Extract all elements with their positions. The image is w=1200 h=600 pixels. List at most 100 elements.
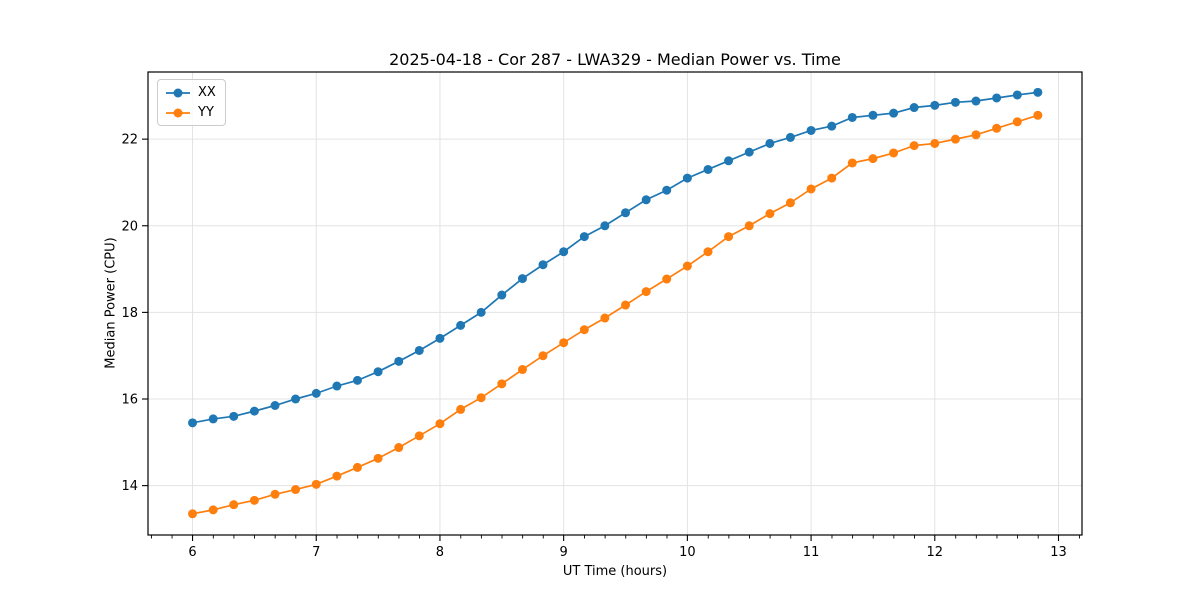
data-point-yy bbox=[414, 431, 424, 441]
legend-line-marker-xx-icon bbox=[166, 88, 190, 97]
legend-line-marker-yy-icon bbox=[166, 108, 190, 117]
data-point-yy bbox=[785, 198, 795, 208]
legend-label-xx: XX bbox=[198, 85, 216, 100]
data-point-xx bbox=[765, 138, 775, 148]
data-point-xx bbox=[827, 121, 837, 131]
data-point-yy bbox=[352, 462, 362, 472]
svg-text:12: 12 bbox=[927, 545, 944, 560]
data-point-yy bbox=[950, 134, 960, 144]
data-point-yy bbox=[682, 261, 692, 271]
data-point-xx bbox=[889, 108, 899, 118]
data-point-xx bbox=[724, 156, 734, 166]
data-point-yy bbox=[971, 130, 981, 140]
data-point-yy bbox=[476, 393, 486, 403]
axis-ticks bbox=[142, 138, 1080, 541]
data-point-xx bbox=[538, 260, 548, 270]
data-point-xx bbox=[1012, 90, 1022, 100]
svg-text:11: 11 bbox=[803, 545, 820, 560]
data-point-yy bbox=[621, 300, 631, 310]
data-point-xx bbox=[868, 110, 878, 120]
legend-item-yy: YY bbox=[165, 104, 216, 121]
data-point-xx bbox=[971, 96, 981, 106]
data-point-xx bbox=[682, 173, 692, 183]
data-point-yy bbox=[930, 138, 940, 148]
data-point-yy bbox=[579, 325, 589, 335]
data-point-xx bbox=[1033, 87, 1043, 97]
data-point-yy bbox=[765, 209, 775, 219]
data-point-yy bbox=[992, 123, 1002, 133]
svg-text:7: 7 bbox=[312, 545, 320, 560]
data-point-yy bbox=[332, 471, 342, 481]
x-axis-label: UT Time (hours) bbox=[562, 564, 668, 579]
data-point-xx bbox=[352, 375, 362, 385]
data-point-yy bbox=[909, 141, 919, 151]
data-series bbox=[188, 87, 1043, 519]
series-yy bbox=[188, 110, 1043, 519]
data-point-xx bbox=[249, 406, 259, 416]
data-point-xx bbox=[497, 290, 507, 300]
data-point-xx bbox=[435, 333, 445, 343]
data-point-xx bbox=[662, 185, 672, 195]
data-point-xx bbox=[785, 132, 795, 142]
data-point-yy bbox=[889, 148, 899, 158]
data-point-xx bbox=[909, 103, 919, 113]
data-point-yy bbox=[724, 232, 734, 242]
data-point-yy bbox=[600, 313, 610, 323]
data-point-xx bbox=[992, 93, 1002, 103]
svg-text:18: 18 bbox=[121, 306, 138, 321]
series-xx bbox=[188, 87, 1043, 428]
svg-text:13: 13 bbox=[1050, 545, 1067, 560]
chart-title: 2025-04-18 - Cor 287 - LWA329 - Median P… bbox=[389, 50, 841, 69]
svg-text:9: 9 bbox=[560, 545, 568, 560]
data-point-xx bbox=[332, 381, 342, 391]
data-point-yy bbox=[827, 173, 837, 183]
data-point-xx bbox=[311, 388, 321, 398]
data-point-xx bbox=[229, 411, 239, 421]
data-point-yy bbox=[538, 351, 548, 361]
data-point-xx bbox=[559, 247, 569, 257]
data-point-xx bbox=[188, 418, 198, 428]
data-point-yy bbox=[847, 158, 857, 168]
data-point-xx bbox=[950, 97, 960, 107]
svg-text:22: 22 bbox=[121, 133, 138, 148]
legend: XX YY bbox=[157, 79, 226, 126]
data-point-xx bbox=[806, 125, 816, 135]
data-point-xx bbox=[517, 274, 527, 284]
legend-label-yy: YY bbox=[198, 105, 214, 120]
data-point-yy bbox=[703, 247, 713, 257]
svg-text:8: 8 bbox=[436, 545, 444, 560]
svg-text:10: 10 bbox=[679, 545, 696, 560]
data-point-yy bbox=[249, 495, 259, 505]
y-axis-label: Median Power (CPU) bbox=[103, 237, 119, 369]
data-point-xx bbox=[703, 164, 713, 174]
data-point-yy bbox=[1012, 117, 1022, 127]
data-point-xx bbox=[847, 112, 857, 122]
data-point-yy bbox=[373, 453, 383, 463]
data-point-yy bbox=[806, 184, 816, 194]
data-point-xx bbox=[621, 208, 631, 218]
tick-labels: 6 7 8 9 10 11 12 13 14 16 18 20 22 bbox=[121, 133, 1066, 560]
data-point-yy bbox=[456, 404, 466, 414]
data-point-yy bbox=[497, 379, 507, 389]
plot-border bbox=[147, 71, 1083, 536]
data-point-xx bbox=[208, 414, 218, 424]
data-point-xx bbox=[456, 320, 466, 330]
grid-lines bbox=[148, 72, 1082, 535]
data-point-xx bbox=[600, 221, 610, 231]
svg-text:6: 6 bbox=[188, 545, 196, 560]
data-point-yy bbox=[559, 338, 569, 348]
data-point-yy bbox=[641, 287, 651, 297]
data-point-yy bbox=[270, 489, 280, 499]
svg-text:16: 16 bbox=[121, 393, 138, 408]
data-point-xx bbox=[394, 356, 404, 366]
data-point-xx bbox=[414, 345, 424, 355]
data-point-yy bbox=[208, 505, 218, 515]
data-point-yy bbox=[188, 509, 198, 519]
data-point-yy bbox=[435, 419, 445, 429]
data-point-xx bbox=[291, 394, 301, 404]
data-point-yy bbox=[662, 274, 672, 284]
data-point-yy bbox=[291, 485, 301, 495]
data-point-yy bbox=[311, 479, 321, 489]
